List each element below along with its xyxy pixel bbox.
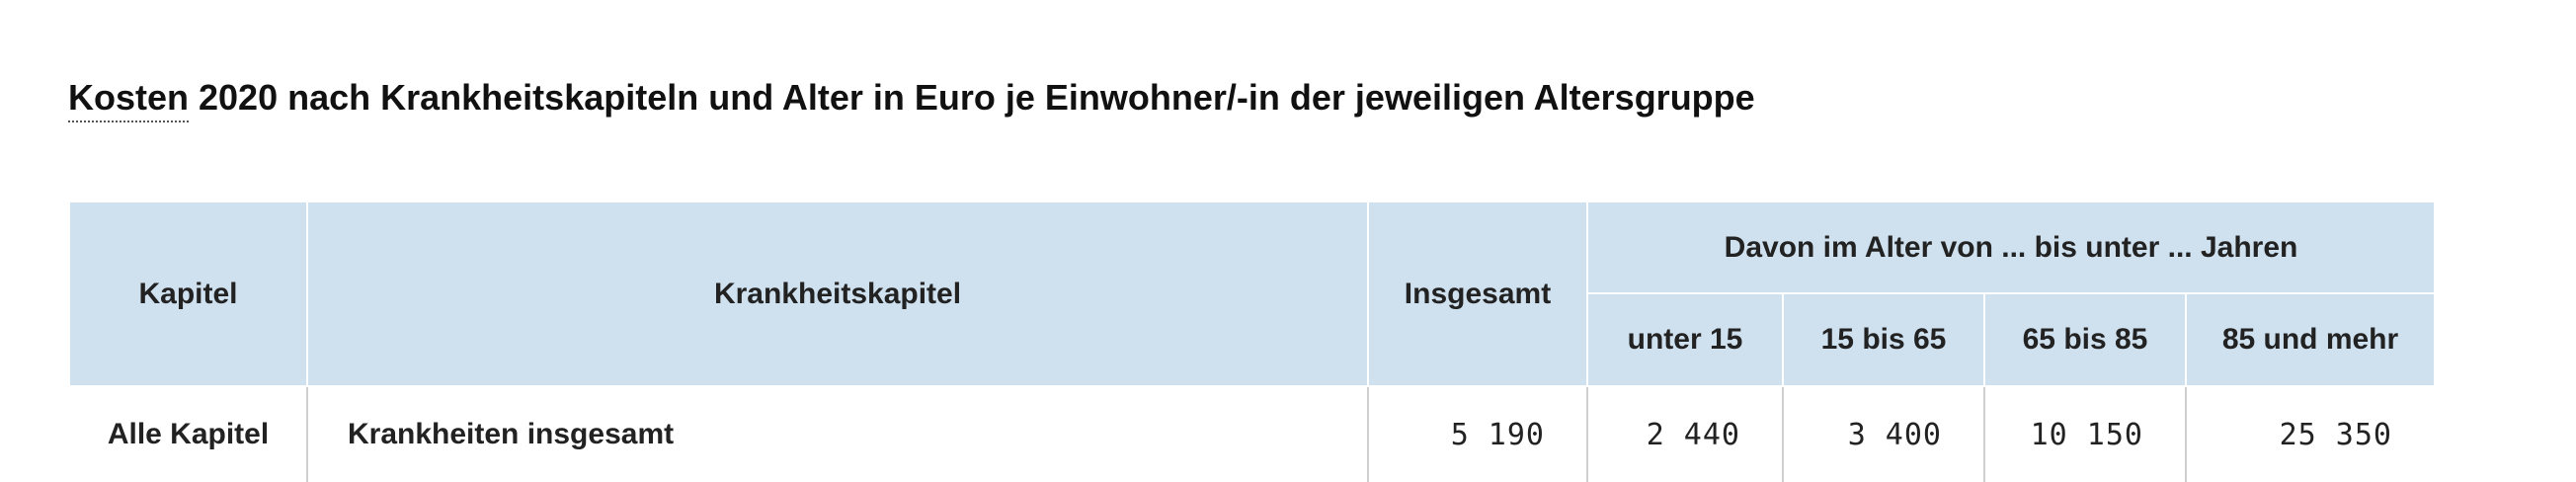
title-abbreviation[interactable]: Kosten: [68, 77, 190, 122]
cell-age-15-65: 3 400: [1783, 386, 1985, 482]
header-krankheitskapitel: Krankheitskapitel: [307, 202, 1369, 387]
cell-age-85-plus: 25 350: [2186, 386, 2434, 482]
cost-table: Kapitel Krankheitskapitel Insgesamt Davo…: [70, 202, 2434, 482]
cell-krankheitskapitel: Krankheiten insgesamt: [307, 386, 1369, 482]
cell-age-65-85: 10 150: [1984, 386, 2187, 482]
header-age-15-65: 15 bis 65: [1783, 293, 1985, 387]
table-subheader-row: unter 15 15 bis 65 65 bis 85 85 und mehr: [70, 293, 2434, 387]
header-age-65-85: 65 bis 85: [1984, 293, 2187, 387]
title-text: 2020 nach Krankheitskapiteln und Alter i…: [189, 77, 1755, 118]
table-header-row: Kapitel Krankheitskapitel Insgesamt Davo…: [70, 202, 2434, 387]
header-age-under-15: unter 15: [1587, 293, 1784, 387]
header-insgesamt: Insgesamt: [1368, 202, 1588, 387]
table-row: Alle Kapitel Krankheiten insgesamt 5 190…: [70, 386, 2434, 482]
cell-age-under-15: 2 440: [1587, 386, 1784, 482]
header-age-85-plus: 85 und mehr: [2186, 293, 2434, 387]
header-age-group: Davon im Alter von ... bis unter ... Jah…: [1587, 202, 2434, 294]
header-kapitel: Kapitel: [70, 202, 308, 387]
cell-insgesamt: 5 190: [1368, 386, 1588, 482]
page-title: Kosten 2020 nach Krankheitskapiteln und …: [68, 77, 1755, 122]
cell-kapitel: Alle Kapitel: [70, 386, 308, 482]
